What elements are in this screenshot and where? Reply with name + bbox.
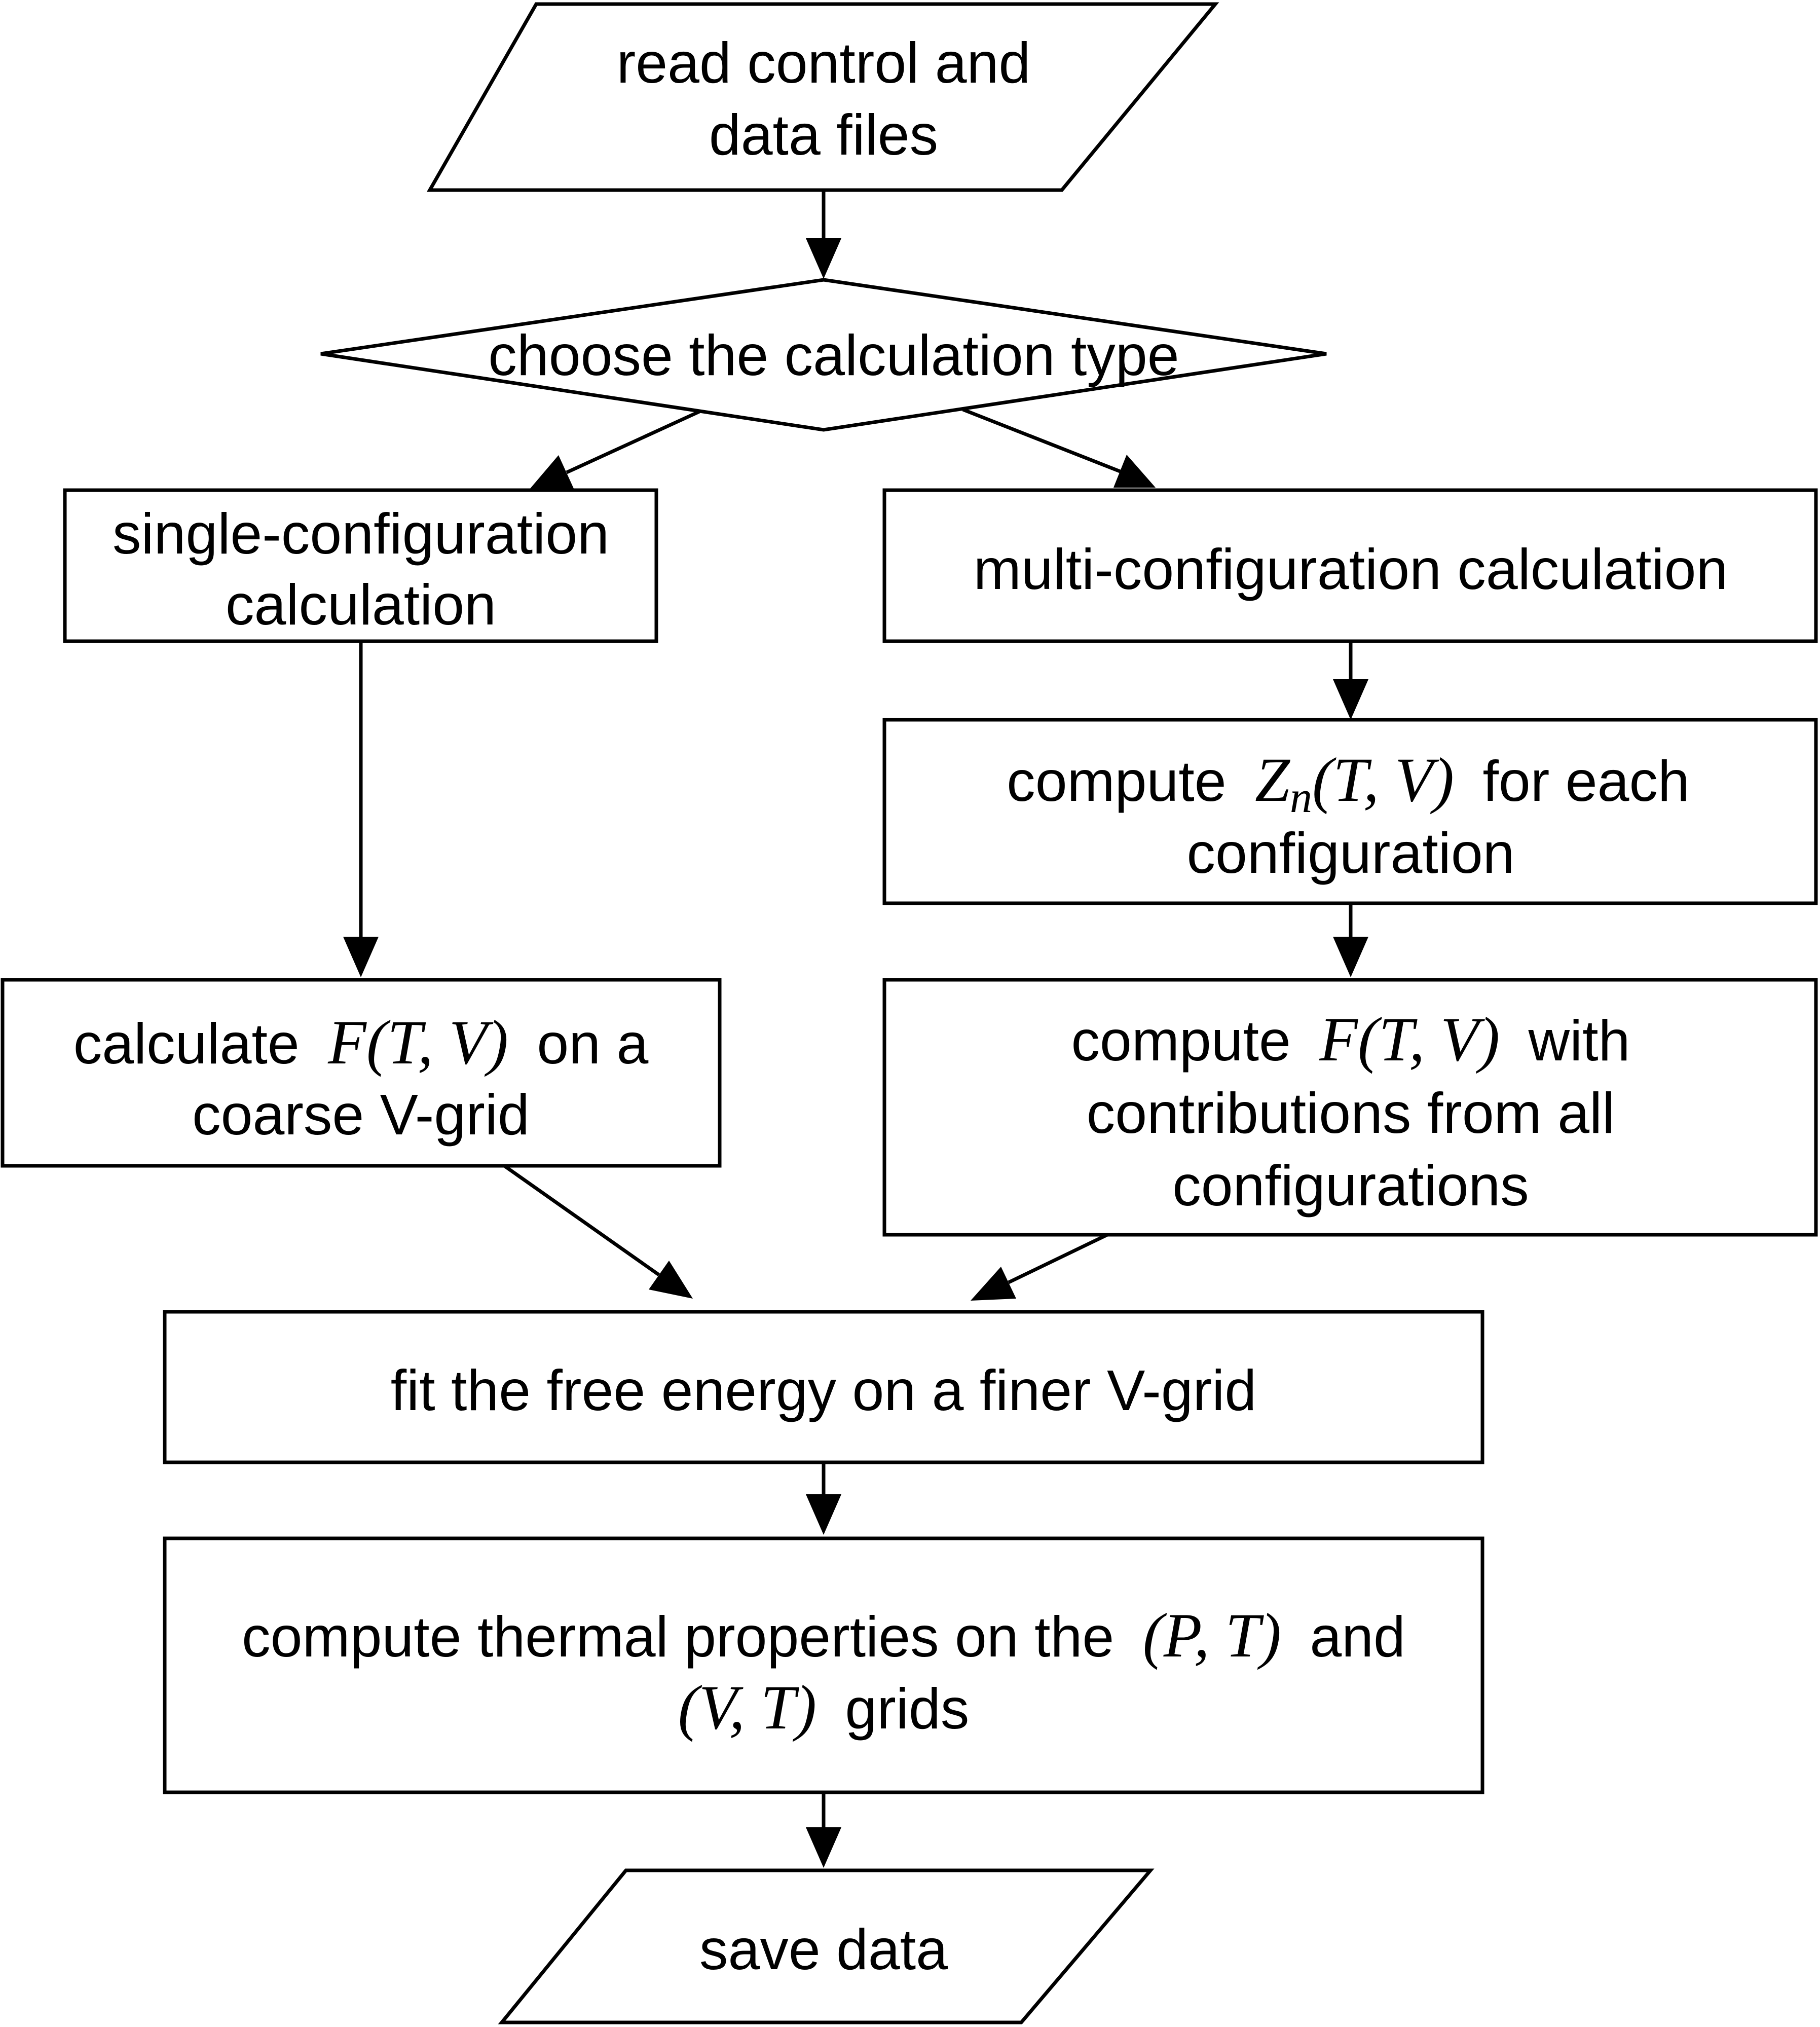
edge-computef-to-fit (1008, 1233, 1108, 1284)
arrowhead (806, 238, 841, 279)
process-box (882, 488, 1818, 643)
node-compute-f-line3: configurations (1172, 1154, 1529, 1218)
node-thermal-line1: compute thermal properties on the (P, T)… (242, 1601, 1405, 1670)
node-single-config-line1: single-configuration (113, 502, 609, 566)
node-compute-z: compute Zn(T, V) for each configuration (882, 718, 1818, 905)
math-vt: (V, T) (678, 1673, 816, 1742)
node-calc-f-line1: calculate F(T, V) on a (73, 1008, 649, 1077)
edge-calcf-to-fit (503, 1164, 660, 1276)
arrowhead (806, 1494, 841, 1535)
text-pre: compute (1007, 749, 1226, 813)
math-var: F (327, 1008, 367, 1077)
arrowhead (1333, 679, 1368, 720)
text-post: on a (537, 1012, 648, 1076)
text-post: with (1528, 1009, 1630, 1073)
edge-choose-to-single (566, 410, 700, 474)
math-pt: (P, T) (1143, 1601, 1281, 1670)
node-read-files: read control and data files (426, 2, 1219, 192)
arrowhead (806, 1827, 841, 1868)
node-single-config: single-configuration calculation (63, 488, 658, 643)
node-calc-f-line2: coarse V-grid (192, 1083, 530, 1147)
decision-diamond (320, 278, 1327, 432)
process-box (882, 718, 1818, 905)
node-fit: fit the free energy on a finer V-grid (163, 1310, 1484, 1464)
arrowhead (649, 1261, 693, 1299)
arrowhead (1333, 937, 1368, 977)
node-compute-f: compute F(T, V) with contributions from … (882, 978, 1818, 1237)
node-compute-z-line1: compute Zn(T, V) for each (1007, 745, 1690, 822)
node-multi-config-line1: multi-configuration calculation (974, 537, 1728, 601)
math-args: (T, V) (1312, 745, 1454, 815)
node-choose-type: choose the calculation type (320, 278, 1327, 432)
process-box (1, 978, 722, 1168)
math-sub: n (1290, 773, 1312, 822)
node-multi-config: multi-configuration calculation (882, 488, 1818, 643)
node-thermal-line2: (V, T) grids (678, 1673, 970, 1742)
node-calc-f: calculate F(T, V) on a coarse V-grid (1, 978, 722, 1168)
process-box (163, 1310, 1484, 1464)
node-read-files-line1: read control and (617, 31, 1031, 95)
text-mid: and (1310, 1605, 1405, 1669)
node-compute-z-line2: configuration (1186, 821, 1514, 885)
math-var: F (1319, 1005, 1358, 1074)
math-args: (T, V) (366, 1008, 508, 1077)
node-read-files-line2: data files (709, 103, 938, 167)
edges (343, 190, 1368, 1868)
text-post: for each (1482, 749, 1689, 813)
process-box (163, 1536, 1484, 1794)
text-pre: compute (1071, 1009, 1290, 1073)
io-parallelogram (426, 2, 1219, 192)
arrowhead (1113, 455, 1156, 488)
arrowhead (971, 1267, 1016, 1301)
node-fit-line1: fit the free energy on a finer V-grid (391, 1358, 1257, 1422)
process-box (882, 978, 1818, 1237)
io-parallelogram (498, 1868, 1155, 2024)
arrowhead (530, 455, 574, 490)
text-post: grids (845, 1677, 969, 1741)
node-compute-f-line2: contributions from all (1087, 1081, 1615, 1145)
math-var: Z (1255, 745, 1290, 815)
node-save-data: save data (498, 1868, 1155, 2024)
process-box (63, 488, 658, 643)
node-save-data-label: save data (699, 1918, 948, 1981)
math-args: (T, V) (1358, 1005, 1500, 1074)
node-compute-f-line1: compute F(T, V) with (1071, 1005, 1630, 1074)
edge-choose-to-multi (962, 408, 1121, 473)
node-single-config-line2: calculation (226, 573, 496, 637)
text-pre: compute thermal properties on the (242, 1605, 1114, 1669)
arrowhead (343, 937, 379, 977)
text-pre: calculate (73, 1012, 300, 1076)
node-thermal: compute thermal properties on the (P, T)… (163, 1536, 1484, 1794)
node-choose-type-label: choose the calculation type (488, 323, 1179, 387)
